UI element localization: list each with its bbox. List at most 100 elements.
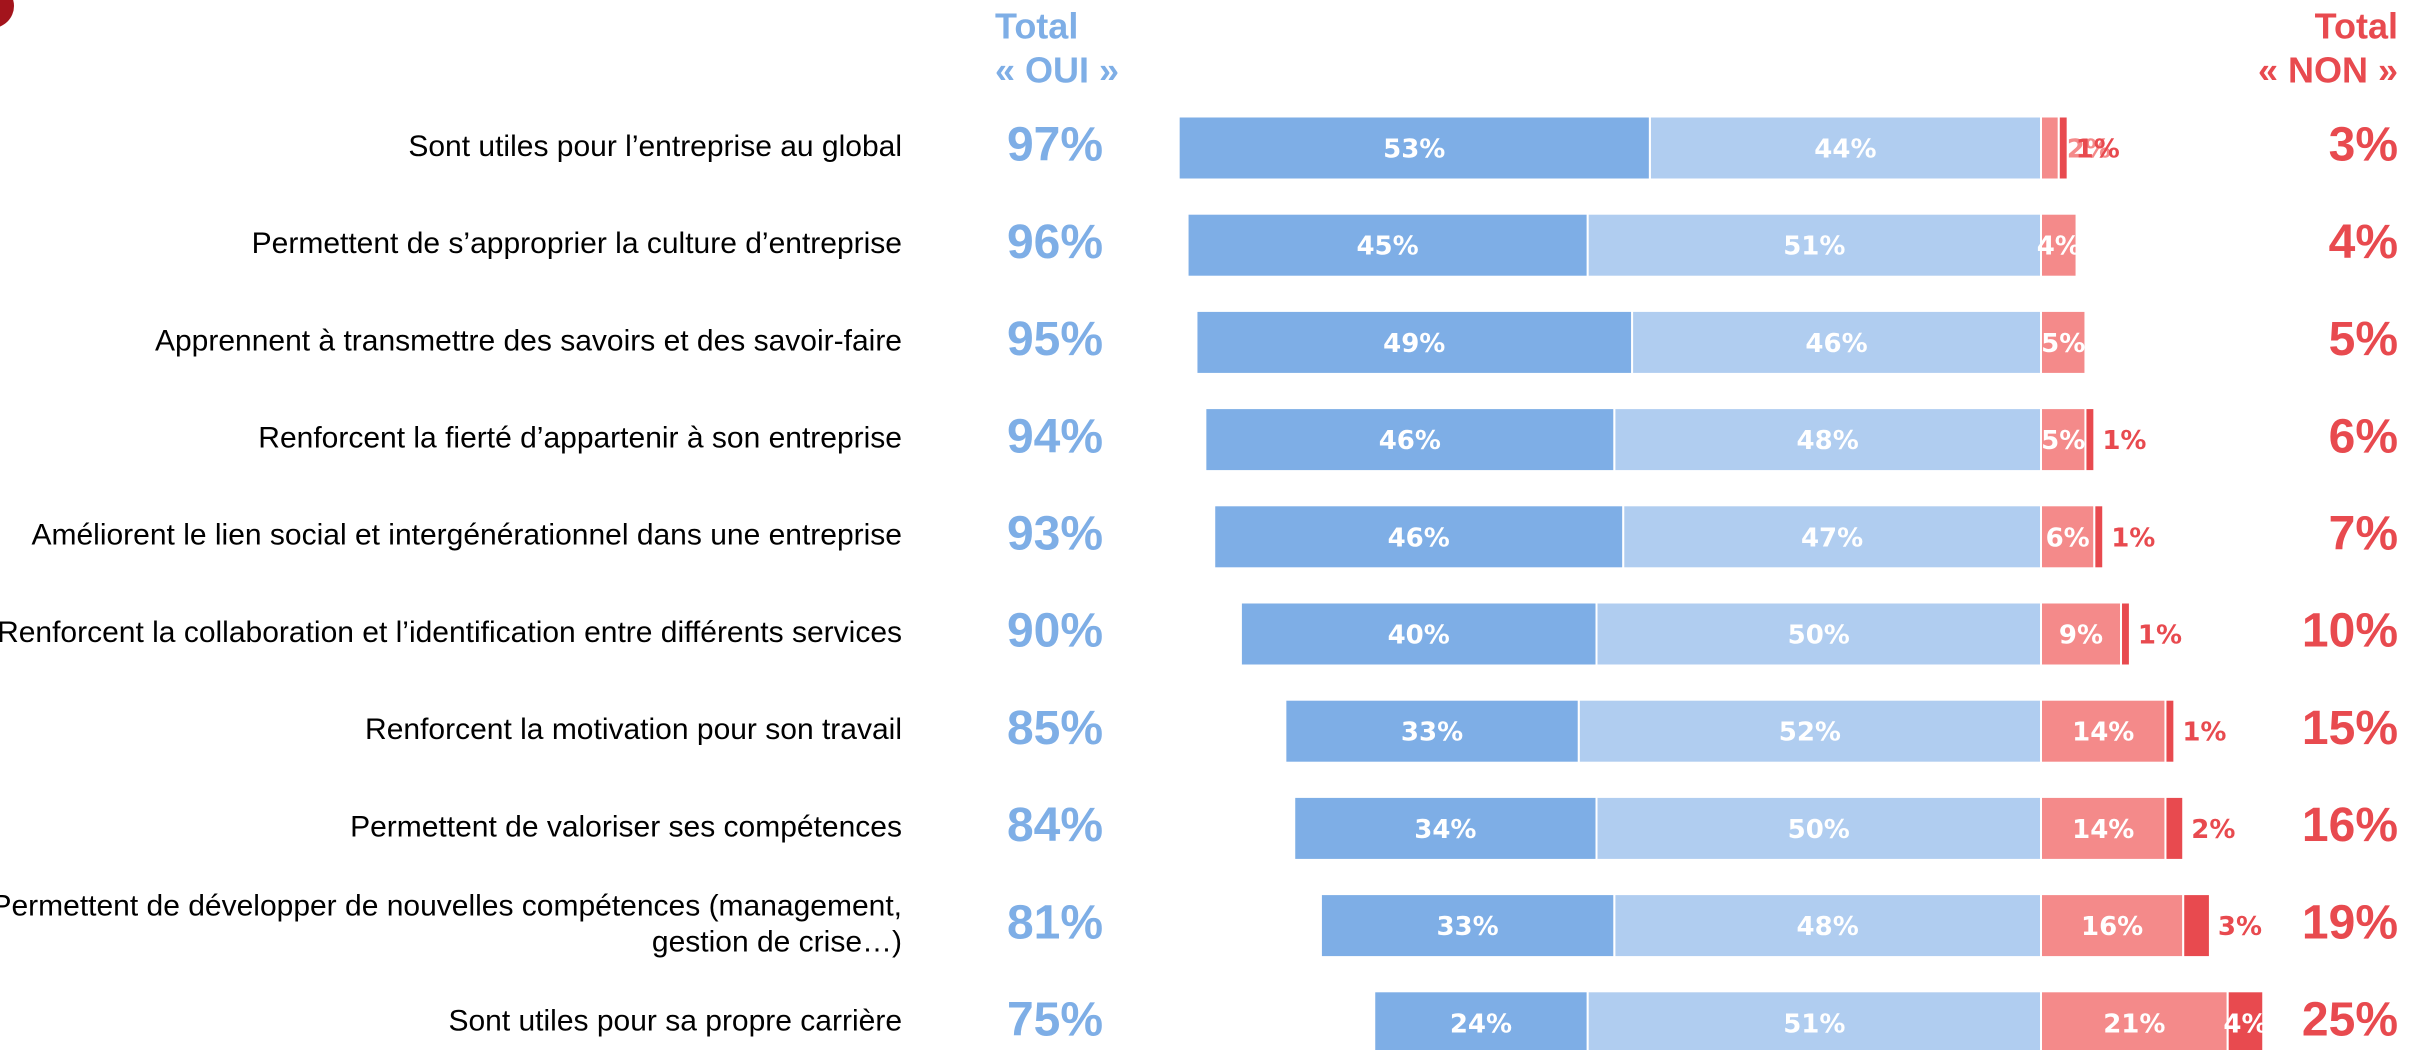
bar-segment <box>1177 115 1651 181</box>
category-label: Renforcent la motivation pour son travai… <box>365 713 902 746</box>
segment-label: 5% <box>2041 426 2085 456</box>
total-right: 5% <box>2329 313 2398 366</box>
bar-segment <box>1648 115 2042 181</box>
bar-segment <box>1239 601 1598 667</box>
bar-segment <box>2040 795 2167 861</box>
segment-label: 1% <box>2102 426 2146 456</box>
segment-label: 6% <box>2046 523 2090 553</box>
bar-segment <box>1613 893 2043 959</box>
total-left: 90% <box>1007 605 1103 658</box>
segment-label: 53% <box>1383 135 1445 165</box>
segment-label: 1% <box>2138 621 2182 651</box>
header-left: Total <box>995 6 1078 47</box>
segment-label: 5% <box>2041 329 2085 359</box>
bar-segment <box>1586 212 2042 278</box>
segment-label: 52% <box>1779 718 1841 748</box>
segment-label: 9% <box>2059 621 2103 651</box>
category-label: Sont utiles pour l’entreprise au global <box>408 130 902 163</box>
bar-segment <box>1195 309 1634 375</box>
total-right: 16% <box>2302 799 2398 852</box>
header-right: « NON » <box>2258 50 2398 91</box>
total-left: 93% <box>1007 507 1103 560</box>
total-left: 96% <box>1007 216 1103 269</box>
bar-segment <box>1319 893 1616 959</box>
bar-segment <box>2120 601 2131 667</box>
segment-label: 46% <box>1388 523 1450 553</box>
segment-label: 46% <box>1379 426 1441 456</box>
total-left: 84% <box>1007 799 1103 852</box>
segment-label: 1% <box>2111 523 2155 553</box>
bar-segment <box>1284 698 1580 764</box>
bar-segment <box>1293 795 1598 861</box>
segment-label: 44% <box>1814 135 1876 165</box>
total-left: 94% <box>1007 410 1103 463</box>
bar-segment <box>2093 504 2105 570</box>
plot: Total« OUI »Total« NON »Sont utiles pour… <box>0 6 2398 1050</box>
corner-decoration <box>0 0 14 27</box>
total-right: 3% <box>2329 119 2398 172</box>
bar-segment <box>2040 115 2060 181</box>
bar-segment <box>1595 795 2042 861</box>
header-right: Total <box>2315 6 2398 47</box>
total-right: 6% <box>2329 410 2398 463</box>
segment-label: 51% <box>1783 1009 1845 1039</box>
total-left: 97% <box>1007 119 1103 172</box>
total-right: 10% <box>2302 605 2398 658</box>
segment-label: 50% <box>1788 815 1850 845</box>
segment-label: 4% <box>2037 232 2081 262</box>
segment-label: 16% <box>2081 912 2143 942</box>
category-label: Améliorent le lien social et intergénéra… <box>31 519 902 552</box>
total-left: 75% <box>1007 993 1103 1046</box>
category-label: gestion de crise…) <box>652 926 902 959</box>
segment-label: 49% <box>1383 329 1445 359</box>
segment-label: 4% <box>2223 1009 2267 1039</box>
header-left: « OUI » <box>995 50 1119 91</box>
bar-segment <box>1631 309 2043 375</box>
bar-segment <box>1595 601 2042 667</box>
segment-label: 34% <box>1414 815 1476 845</box>
category-label: Sont utiles pour sa propre carrière <box>448 1005 902 1038</box>
segment-label: 50% <box>1788 621 1850 651</box>
bar-segment <box>2084 407 2096 473</box>
bar-segment <box>2040 504 2096 570</box>
total-left: 85% <box>1007 702 1103 755</box>
category-label: Apprennent à transmettre des savoirs et … <box>155 324 902 357</box>
segment-label: 2% <box>2191 815 2235 845</box>
segment-label: 45% <box>1356 232 1418 262</box>
bar-segment <box>2164 698 2176 764</box>
bar-segment <box>2164 795 2185 861</box>
bar-segment <box>2040 309 2087 375</box>
category-label: Renforcent la collaboration et l’identif… <box>0 616 902 649</box>
bar-segment <box>2057 115 2069 181</box>
segment-label: 48% <box>1797 426 1859 456</box>
segment-label: 46% <box>1805 329 1867 359</box>
bar-segment <box>2226 990 2265 1050</box>
total-right: 15% <box>2302 702 2398 755</box>
total-left: 95% <box>1007 313 1103 366</box>
bar-segment <box>1204 407 1616 473</box>
total-right: 7% <box>2329 507 2398 560</box>
bar-segment <box>1373 990 1589 1050</box>
bar-segment <box>1213 504 1625 570</box>
segment-label: 14% <box>2072 718 2134 748</box>
bar-segment <box>2040 601 2123 667</box>
bar-segment <box>2040 407 2087 473</box>
segment-label: 33% <box>1436 912 1498 942</box>
total-right: 4% <box>2329 216 2398 269</box>
segment-label: 1% <box>2182 718 2226 748</box>
total-left: 81% <box>1007 896 1103 949</box>
segment-label: 3% <box>2218 912 2262 942</box>
segment-label: 51% <box>1783 232 1845 262</box>
bar-segment <box>2182 893 2211 959</box>
segment-label: 47% <box>1801 523 1863 553</box>
segment-label: 2% <box>2067 135 2111 165</box>
segment-label: 1% <box>2076 135 2120 165</box>
bar-segment <box>1186 212 1589 278</box>
segment-label: 21% <box>2103 1009 2165 1039</box>
segment-label: 33% <box>1401 718 1463 748</box>
category-label: Permettent de valoriser ses compétences <box>350 810 902 843</box>
segment-label: 48% <box>1797 912 1859 942</box>
bar-segment <box>2040 893 2185 959</box>
segment-label: 24% <box>1450 1009 1512 1039</box>
